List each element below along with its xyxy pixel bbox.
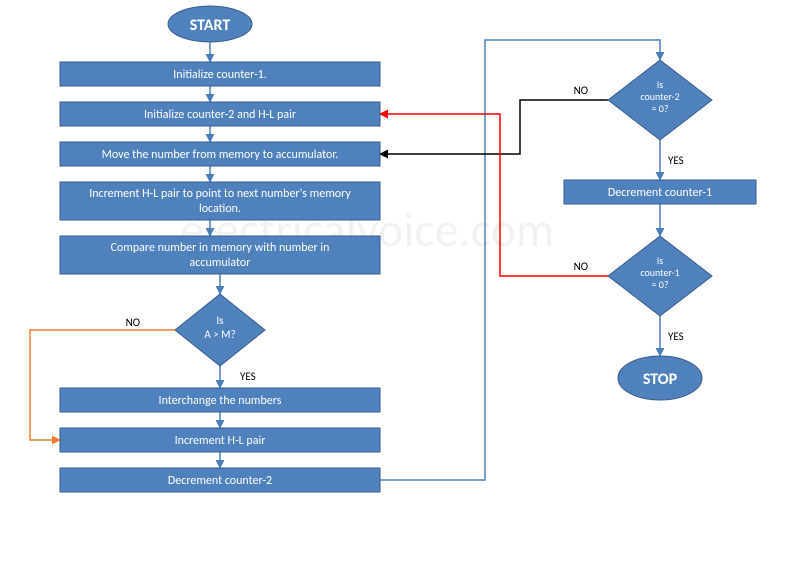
node-p7: Increment H-L pair (60, 428, 380, 452)
svg-text:Move the number from memory to: Move the number from memory to accumulat… (102, 148, 339, 162)
svg-text:Initialize counter-2 and H-L p: Initialize counter-2 and H-L pair (144, 108, 296, 122)
node-p8: Decrement counter-2 (60, 468, 380, 492)
svg-text:location.: location. (199, 202, 241, 216)
svg-text:Increment H-L pair to point to: Increment H-L pair to point to next numb… (89, 187, 351, 201)
node-p2: Initialize counter-2 and H-L pair (60, 102, 380, 126)
label-dam-no: NO (126, 316, 140, 329)
node-stop-text: STOP (643, 370, 678, 389)
label-dam-yes: YES (240, 370, 256, 383)
svg-text:Increment H-L pair: Increment H-L pair (175, 434, 266, 448)
svg-text:Interchange the numbers: Interchange the numbers (159, 394, 282, 408)
node-d-am: Is A > M? (175, 294, 265, 366)
svg-text:= 0?: = 0? (652, 102, 669, 115)
svg-text:Compare number in memory with: Compare number in memory with number in (111, 241, 330, 255)
svg-text:A > M?: A > M? (204, 328, 235, 341)
node-d-c1: Is counter-1 = 0? (608, 236, 712, 316)
svg-text:= 0?: = 0? (652, 278, 669, 291)
svg-text:Is: Is (216, 314, 223, 327)
svg-text:accumulator: accumulator (190, 256, 251, 270)
node-p9: Decrement counter-1 (564, 180, 756, 204)
node-p6: Interchange the numbers (60, 388, 380, 412)
node-p4: Increment H-L pair to point to next numb… (60, 182, 380, 220)
label-dc1-no: NO (574, 260, 588, 273)
node-d-c2: Is counter-2 = 0? (608, 60, 712, 140)
label-dc1-yes: YES (668, 330, 684, 343)
flowchart-svg: START Initialize counter-1. Initialize c… (0, 0, 808, 574)
svg-text:Initialize counter-1.: Initialize counter-1. (173, 68, 266, 82)
node-p1: Initialize counter-1. (60, 62, 380, 86)
label-dc2-yes: YES (668, 154, 684, 167)
node-p5: Compare number in memory with number in … (60, 236, 380, 274)
svg-text:Decrement counter-2: Decrement counter-2 (168, 474, 272, 488)
node-start-text: START (190, 16, 231, 35)
nodes: START Initialize counter-1. Initialize c… (60, 6, 756, 492)
svg-text:Decrement counter-1: Decrement counter-1 (608, 186, 712, 200)
label-dc2-no: NO (574, 84, 588, 97)
node-p3: Move the number from memory to accumulat… (60, 142, 380, 166)
